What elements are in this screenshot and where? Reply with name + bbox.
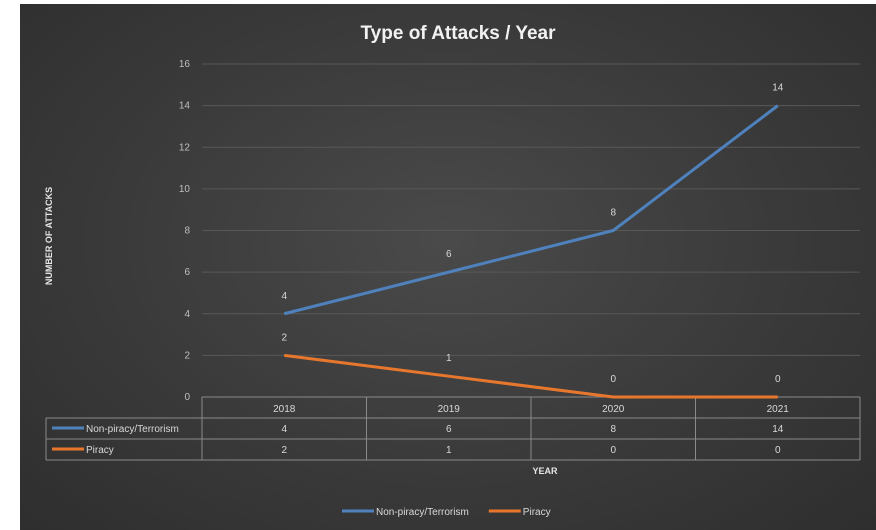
y-tick-label: 14 [179,101,191,112]
x-category-label: 2019 [438,404,461,415]
table-cell-value: 0 [610,445,616,456]
table-cell-value: 4 [281,424,287,435]
y-tick-label: 10 [179,184,191,195]
series-line-piracy [284,353,778,399]
y-tick-label: 12 [179,142,191,153]
x-axis-title: YEAR [532,466,558,476]
y-axis-title: NUMBER OF ATTACKS [44,187,54,285]
x-category-label: 2018 [273,404,296,415]
legend-label: Piracy [523,507,551,518]
y-tick-label: 2 [184,350,190,361]
table-series-name: Piracy [86,445,114,456]
data-label: 14 [772,83,784,94]
y-tick-label: 4 [184,309,190,320]
x-category-label: 2020 [602,404,625,415]
table-cell-value: 14 [772,424,784,435]
line-chart: Type of Attacks / Year NUMBER OF ATTACKS… [44,23,861,518]
table-cell-value: 6 [446,424,452,435]
y-tick-label: 6 [184,267,190,278]
chart-title: Type of Attacks / Year [360,23,556,44]
data-label: 2 [281,332,287,343]
data-label: 8 [610,208,616,219]
y-tick-label: 0 [184,392,190,403]
y-tick-label: 16 [179,59,191,70]
table-cell-value: 1 [446,445,452,456]
table-cell-value: 8 [610,424,616,435]
data-label: 0 [610,374,616,385]
series-line-non-piracy-terrorism [283,104,779,316]
x-category-label: 2021 [767,404,790,415]
data-label: 6 [446,249,452,260]
chart-area: Type of Attacks / Year NUMBER OF ATTACKS… [20,4,876,530]
data-label: 0 [775,374,781,385]
legend-label: Non-piracy/Terrorism [376,507,469,518]
y-tick-label: 8 [184,226,190,237]
data-label: 4 [281,291,287,302]
table-cell-value: 0 [775,445,781,456]
data-label: 1 [446,353,452,364]
table-cell-value: 2 [281,445,287,456]
table-series-name: Non-piracy/Terrorism [86,424,179,435]
